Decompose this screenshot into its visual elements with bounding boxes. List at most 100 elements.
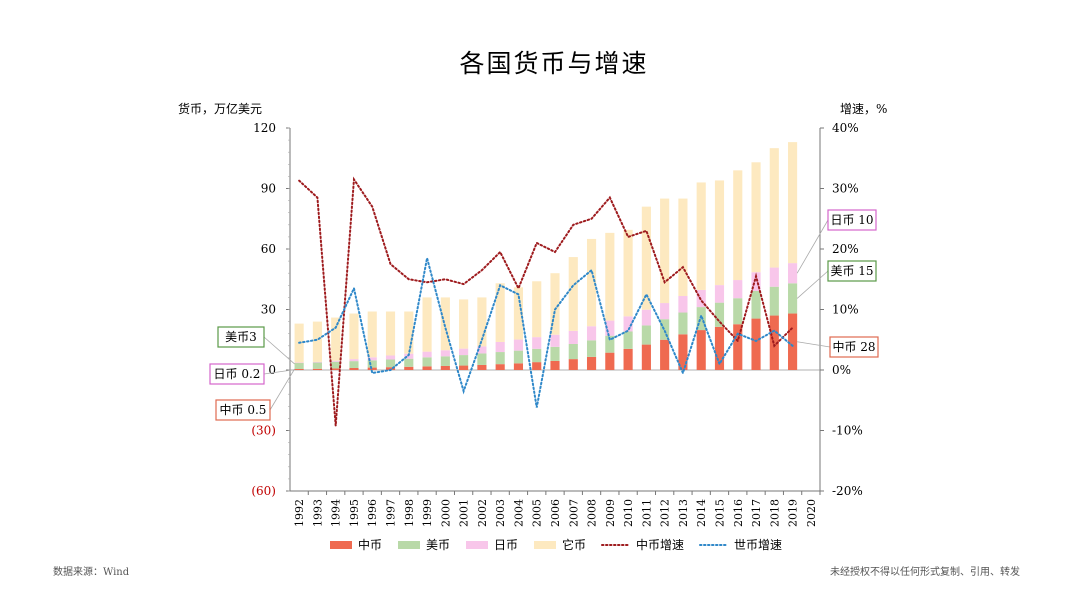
bar-美币-2011 <box>641 325 651 345</box>
bar-日币-2003 <box>495 341 505 353</box>
bar-它币-2013 <box>678 198 688 296</box>
x-tick-label: 2012 <box>659 499 672 527</box>
x-tick-label: 1999 <box>421 499 434 527</box>
legend-label: 中币增速 <box>636 537 684 552</box>
x-tick-label: 2003 <box>494 499 507 527</box>
bar-美币-1997 <box>385 359 396 368</box>
legend-swatch <box>534 541 556 549</box>
x-tick-label: 2019 <box>787 499 800 527</box>
bar-它币-1997 <box>385 311 396 356</box>
bar-中币-2000 <box>440 365 450 370</box>
bar-美币-1999 <box>422 357 432 367</box>
x-tick-label: 1995 <box>348 499 361 527</box>
x-tick-label: 1993 <box>311 499 324 527</box>
x-tick-label: 1996 <box>366 499 379 527</box>
bar-美币-2019 <box>788 283 798 314</box>
x-tick-label: 1997 <box>385 499 398 527</box>
chart-title: 各国货币与增速 <box>459 49 648 78</box>
y-left-tick-label: 60 <box>261 242 276 256</box>
bar-日币-1998 <box>404 353 414 359</box>
bar-它币-2019 <box>788 142 798 264</box>
callout-leader <box>796 270 829 299</box>
bar-它币-2002 <box>477 297 487 347</box>
x-tick-label: 2013 <box>677 499 690 527</box>
callout-box <box>827 209 877 231</box>
bar-日币-2000 <box>440 350 450 357</box>
callout-box <box>217 326 265 348</box>
bar-日币-2001 <box>459 348 469 356</box>
bar-它币-2015 <box>714 180 725 286</box>
x-tick-label: 1998 <box>403 499 416 527</box>
y-right-tick-label: -20% <box>832 484 863 498</box>
y-left-tick-label: (30) <box>251 424 276 438</box>
bar-它币-1996 <box>367 311 377 358</box>
x-tick-label: 2009 <box>604 499 617 527</box>
bar-中币-2016 <box>733 324 743 370</box>
bar-中币-2006 <box>550 360 560 370</box>
x-tick-label: 1992 <box>293 499 306 527</box>
bar-美币-1996 <box>367 360 377 368</box>
bar-日币-1999 <box>422 351 432 358</box>
x-tick-label: 1994 <box>330 499 343 527</box>
callout-leader <box>263 369 295 375</box>
bar-美币-2004 <box>513 350 524 364</box>
bar-日币-2016 <box>733 280 743 299</box>
bar-中币-2005 <box>532 362 542 370</box>
bar-美币-2017 <box>751 290 761 319</box>
bar-它币-2017 <box>751 162 761 273</box>
legend-label: 它币 <box>562 537 586 552</box>
bar-它币-2005 <box>532 281 542 338</box>
bar-美币-2009 <box>605 335 615 353</box>
bar-日币-2018 <box>769 267 779 287</box>
callout-label: 中币 0.5 <box>220 402 267 417</box>
bar-中币-2011 <box>641 344 651 370</box>
bar-它币-2004 <box>513 287 524 340</box>
x-tick-label: 2017 <box>750 499 763 527</box>
x-tick-label: 2000 <box>439 499 452 527</box>
callout-leader <box>263 336 295 365</box>
bar-中币-1992 <box>294 368 304 370</box>
bar-中币-2001 <box>459 365 469 370</box>
line-世币增速 <box>298 257 794 408</box>
bar-中币-2015 <box>714 326 725 370</box>
legend-label: 世币增速 <box>734 538 782 552</box>
bar-中币-2014 <box>696 330 706 370</box>
x-tick-label: 2008 <box>586 499 599 527</box>
bar-美币-2005 <box>532 348 542 363</box>
y-right-axis-title: 增速，% <box>840 102 887 116</box>
x-tick-label: 2015 <box>713 499 726 527</box>
legend-swatch <box>466 541 488 549</box>
y-left-tick-label: 90 <box>261 182 276 196</box>
x-tick-label: 2016 <box>732 499 745 527</box>
bar-中币-1996 <box>367 367 377 370</box>
x-tick-label: 2010 <box>622 499 635 527</box>
bar-中币-2012 <box>660 339 670 370</box>
bar-中币-2013 <box>678 334 688 370</box>
bar-它币-2010 <box>623 229 633 317</box>
bar-它币-2014 <box>696 182 706 290</box>
bar-美币-2003 <box>495 352 505 365</box>
y-right-tick-label: 20% <box>832 242 859 256</box>
bar-中币-1995 <box>349 367 359 370</box>
callout-leader <box>797 341 831 348</box>
bar-日币-1996 <box>367 357 377 361</box>
bar-它币-1993 <box>312 321 322 362</box>
x-tick-label: 2007 <box>567 499 580 527</box>
bar-日币-2006 <box>550 334 560 347</box>
callout-label: 美币 15 <box>830 264 873 278</box>
bar-它币-2000 <box>440 297 450 351</box>
legend-label: 日币 <box>494 538 518 552</box>
legend: 中币 美币 日币 它币 中币增速 世币增速 <box>330 537 782 552</box>
bar-美币-2015 <box>714 302 725 327</box>
bar-日币-1993 <box>312 361 322 363</box>
bar-日币-1995 <box>349 359 359 362</box>
bar-日币-2004 <box>513 339 524 351</box>
y-left-tick-label: 30 <box>261 303 276 317</box>
bar-中币-2010 <box>623 348 633 370</box>
bar-美币-2018 <box>769 286 779 316</box>
bar-美币-2010 <box>623 331 633 349</box>
bar-它币-1995 <box>349 313 359 360</box>
bar-中币-2004 <box>513 363 524 370</box>
bar-它币-2016 <box>733 170 743 281</box>
